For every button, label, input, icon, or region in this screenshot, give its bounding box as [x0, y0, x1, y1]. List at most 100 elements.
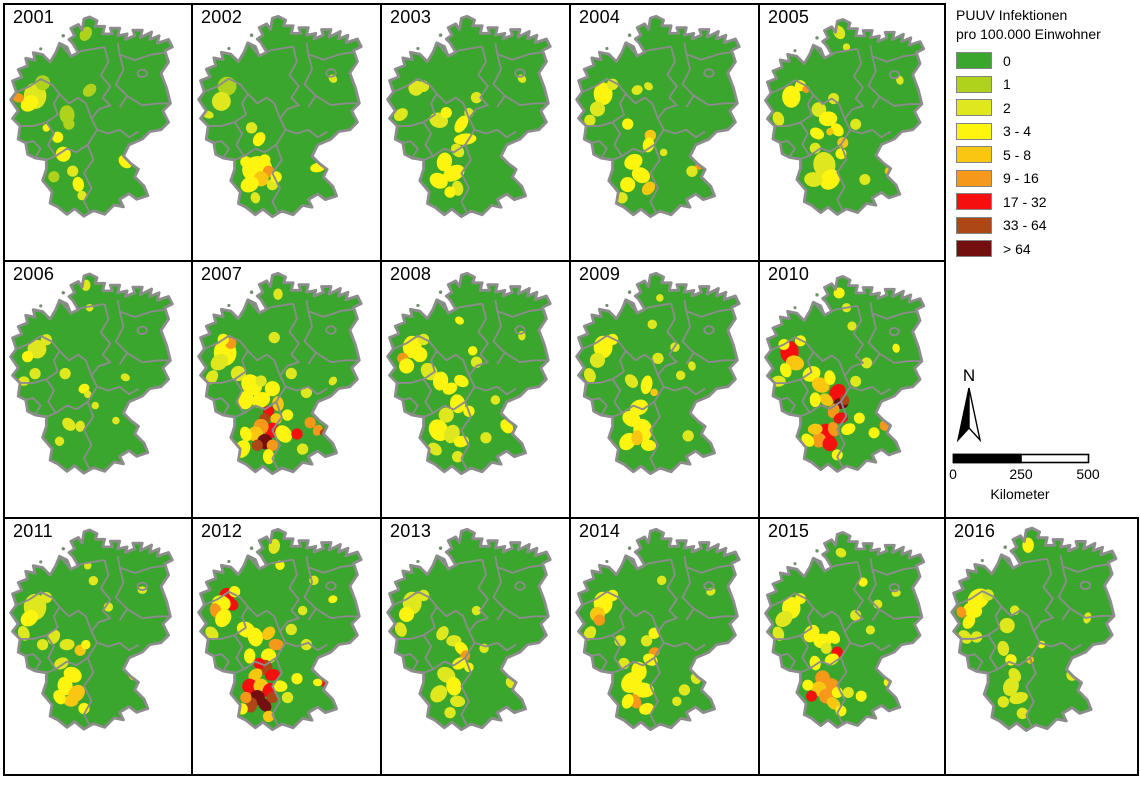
legend-class-label: 33 - 64: [1003, 217, 1047, 233]
map-panel-2016: 2016: [944, 517, 1139, 776]
map-panel-2003: 2003: [380, 3, 571, 262]
state-boundaries: [203, 299, 360, 471]
map-panel-2009: 2009: [569, 260, 760, 519]
district-patches: [581, 294, 738, 471]
district-patches: [770, 287, 922, 469]
coastal-island: [980, 558, 984, 563]
country-outline: [950, 526, 1118, 732]
legend-class-label: 9 - 16: [1003, 170, 1039, 186]
coastal-island: [61, 290, 66, 295]
coastal-island: [627, 33, 632, 38]
legend-title-line1: PUUV Infektionen: [956, 7, 1068, 23]
year-label: 2001: [13, 7, 55, 27]
legend-swatch: [956, 75, 992, 93]
year-label: 2009: [579, 264, 621, 284]
state-boundaries: [581, 42, 738, 214]
coastal-island: [438, 33, 443, 38]
state-boundaries: [203, 42, 360, 214]
coastal-island: [416, 559, 420, 564]
country-outline: [9, 528, 174, 731]
germany-map: [764, 531, 926, 729]
map-panel-2006: 2006: [3, 260, 193, 519]
germany-map: [9, 15, 174, 218]
year-label: 2004: [579, 7, 621, 27]
coastal-island: [815, 293, 819, 297]
germany-map: [386, 14, 552, 219]
country-outline: [9, 272, 174, 475]
country-outline: [197, 14, 363, 219]
legend-class-label: 5 - 8: [1003, 146, 1032, 163]
legend: PUUV Infektionen pro 100.000 Einwohner 0…: [956, 6, 1138, 264]
district-patches: [392, 555, 549, 727]
legend-class-label: 3 - 4: [1003, 123, 1032, 139]
year-label: 2013: [390, 521, 432, 541]
map-panel-2005: 2005: [758, 3, 946, 262]
district-patches: [392, 42, 549, 214]
map-panel-2010: 2010: [758, 260, 946, 519]
legend-item: 17 - 32: [956, 193, 1138, 210]
germany-map: [575, 271, 741, 476]
legend-item: 3 - 4: [956, 122, 1138, 140]
legend-swatch: [956, 146, 992, 163]
country-outline: [575, 271, 741, 476]
germany-map: [197, 14, 363, 219]
country-outline: [386, 527, 552, 732]
legend-title-line2: pro 100.000 Einwohner: [956, 26, 1101, 42]
map-panel-2001: 2001: [3, 3, 193, 262]
legend-items: 0 1 2 3 - 4 5 - 8 9 - 16 17 - 32 33 - 64 > 64: [956, 52, 1138, 257]
legend-item: 5 - 8: [956, 146, 1138, 163]
year-label: 2016: [954, 521, 996, 541]
country-outline: [575, 527, 741, 732]
coastal-island: [39, 560, 43, 564]
north-arrow-icon: [956, 387, 982, 443]
district-patches: [392, 299, 549, 471]
legend-swatch: [956, 122, 992, 140]
north-label: N: [962, 366, 976, 385]
coastal-island: [793, 306, 797, 310]
country-outline: [575, 14, 741, 219]
state-boundaries: [770, 557, 922, 725]
coastal-island: [61, 546, 66, 551]
map-panel-2007: 2007: [191, 260, 382, 519]
scalebar-tick-0: 0: [949, 466, 957, 482]
legend-class-label: 1: [1003, 76, 1011, 92]
legend-swatch: [956, 99, 992, 116]
district-patches: [203, 288, 360, 471]
state-boundaries: [581, 299, 738, 471]
coastal-island: [416, 303, 420, 308]
state-boundaries: [15, 299, 171, 470]
legend-item: > 64: [956, 240, 1138, 257]
coastal-island: [793, 562, 797, 566]
germany-map: [9, 272, 174, 475]
germany-map: [197, 271, 363, 476]
state-boundaries: [15, 42, 171, 213]
country-outline: [386, 271, 552, 476]
country-outline: [764, 18, 926, 216]
map-panel-2015: 2015: [758, 517, 946, 776]
scalebar-tick-250: 250: [1009, 466, 1033, 482]
state-boundaries: [770, 44, 922, 212]
legend-title: PUUV Infektionen pro 100.000 Einwohner: [956, 6, 1138, 44]
state-boundaries: [770, 301, 922, 469]
year-label: 2012: [201, 521, 243, 541]
district-patches: [581, 555, 738, 727]
year-label: 2011: [13, 521, 53, 541]
legend-item: 2: [956, 99, 1138, 116]
year-label: 2014: [579, 521, 621, 541]
scalebar: [952, 453, 1090, 464]
coastal-island: [227, 46, 231, 51]
year-label: 2002: [201, 7, 243, 27]
germany-map: [764, 275, 926, 473]
state-boundaries: [392, 299, 549, 471]
state-boundaries: [581, 555, 738, 727]
map-panel-2004: 2004: [569, 3, 760, 262]
coastal-island: [627, 290, 632, 295]
coastal-island: [416, 46, 420, 51]
map-panel-2002: 2002: [191, 3, 382, 262]
district-patches: [770, 547, 922, 725]
year-label: 2006: [13, 264, 55, 284]
coastal-island: [39, 47, 43, 51]
coastal-island: [605, 303, 609, 308]
country-outline: [764, 531, 926, 729]
